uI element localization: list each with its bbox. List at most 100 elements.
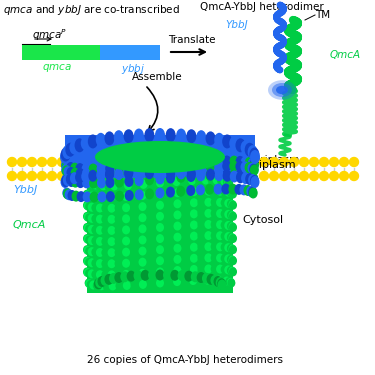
Ellipse shape: [125, 190, 134, 201]
Ellipse shape: [198, 220, 206, 229]
Ellipse shape: [122, 192, 130, 201]
Ellipse shape: [156, 256, 164, 265]
Ellipse shape: [224, 210, 232, 219]
Ellipse shape: [114, 248, 123, 257]
Ellipse shape: [147, 246, 155, 255]
Ellipse shape: [249, 164, 258, 175]
Ellipse shape: [114, 259, 123, 268]
Ellipse shape: [124, 162, 133, 173]
Ellipse shape: [220, 220, 229, 230]
Ellipse shape: [147, 201, 155, 210]
Ellipse shape: [211, 231, 219, 240]
Ellipse shape: [156, 174, 165, 184]
Ellipse shape: [198, 242, 206, 251]
Ellipse shape: [214, 156, 223, 166]
Ellipse shape: [85, 224, 93, 233]
Ellipse shape: [75, 163, 84, 174]
Ellipse shape: [229, 170, 238, 181]
Ellipse shape: [84, 246, 92, 255]
Ellipse shape: [216, 265, 224, 274]
Ellipse shape: [224, 266, 232, 274]
Ellipse shape: [101, 237, 109, 246]
Ellipse shape: [123, 281, 131, 290]
Ellipse shape: [114, 270, 123, 279]
Ellipse shape: [229, 223, 237, 232]
Ellipse shape: [227, 210, 235, 219]
Ellipse shape: [206, 156, 215, 167]
Ellipse shape: [89, 280, 97, 290]
Ellipse shape: [184, 271, 194, 282]
Ellipse shape: [140, 180, 147, 189]
Ellipse shape: [249, 159, 258, 170]
Ellipse shape: [105, 177, 114, 188]
Ellipse shape: [147, 279, 155, 288]
Ellipse shape: [127, 271, 136, 282]
Ellipse shape: [156, 178, 164, 188]
Ellipse shape: [147, 257, 155, 266]
Circle shape: [8, 158, 16, 166]
Ellipse shape: [268, 80, 296, 100]
Ellipse shape: [84, 190, 92, 200]
Ellipse shape: [156, 234, 164, 243]
Ellipse shape: [96, 204, 104, 213]
Ellipse shape: [85, 202, 93, 211]
Ellipse shape: [70, 172, 79, 184]
Ellipse shape: [67, 176, 76, 187]
Ellipse shape: [228, 255, 237, 264]
Ellipse shape: [96, 133, 106, 147]
Ellipse shape: [90, 192, 99, 202]
Ellipse shape: [174, 210, 182, 219]
Ellipse shape: [98, 191, 106, 202]
Ellipse shape: [105, 131, 114, 146]
Ellipse shape: [88, 236, 96, 245]
Ellipse shape: [156, 267, 164, 276]
Ellipse shape: [188, 176, 196, 185]
Ellipse shape: [211, 264, 219, 273]
Ellipse shape: [122, 248, 130, 256]
Ellipse shape: [88, 269, 96, 278]
Ellipse shape: [198, 198, 206, 207]
Ellipse shape: [244, 171, 253, 182]
Ellipse shape: [92, 225, 99, 234]
Ellipse shape: [92, 270, 99, 279]
Bar: [100, 45, 160, 60]
Ellipse shape: [88, 214, 96, 223]
Ellipse shape: [156, 165, 165, 176]
Ellipse shape: [130, 258, 138, 267]
Ellipse shape: [228, 200, 237, 209]
Ellipse shape: [96, 192, 104, 201]
Ellipse shape: [204, 187, 212, 196]
Circle shape: [18, 171, 27, 180]
Ellipse shape: [165, 267, 173, 276]
Circle shape: [8, 171, 16, 180]
Ellipse shape: [114, 192, 123, 201]
Ellipse shape: [172, 177, 180, 186]
Ellipse shape: [114, 168, 123, 180]
Circle shape: [48, 158, 57, 166]
Ellipse shape: [108, 193, 116, 202]
Ellipse shape: [190, 220, 198, 230]
Ellipse shape: [132, 180, 140, 189]
Ellipse shape: [197, 168, 206, 180]
Ellipse shape: [124, 168, 133, 180]
Ellipse shape: [187, 168, 196, 180]
Ellipse shape: [96, 226, 104, 235]
Ellipse shape: [131, 280, 139, 290]
Bar: [65, 135, 255, 178]
Ellipse shape: [206, 170, 214, 181]
Ellipse shape: [182, 232, 190, 241]
Ellipse shape: [244, 162, 254, 173]
Ellipse shape: [82, 191, 92, 202]
Ellipse shape: [64, 175, 73, 186]
Ellipse shape: [220, 232, 229, 241]
Ellipse shape: [240, 170, 249, 182]
Ellipse shape: [190, 232, 198, 241]
Ellipse shape: [88, 164, 98, 174]
Ellipse shape: [89, 168, 98, 180]
Ellipse shape: [104, 274, 113, 285]
Ellipse shape: [76, 177, 85, 188]
Circle shape: [339, 171, 348, 180]
Circle shape: [27, 158, 36, 166]
Ellipse shape: [216, 209, 224, 218]
Ellipse shape: [229, 256, 237, 265]
